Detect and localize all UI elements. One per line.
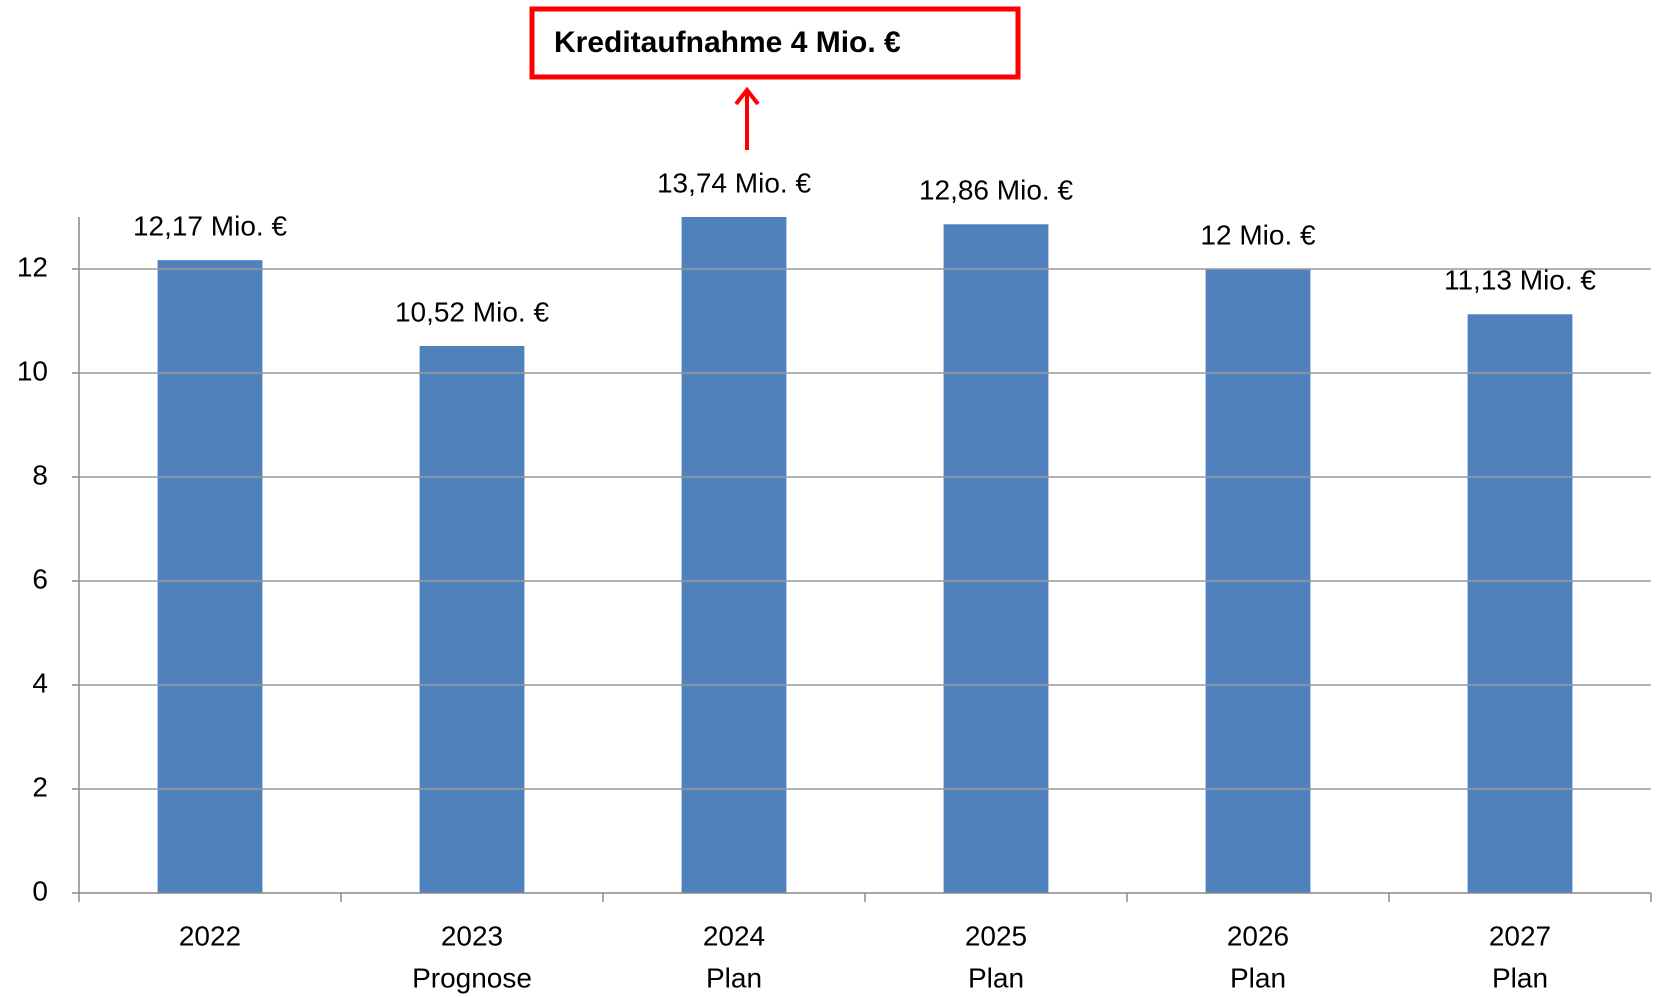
bar	[943, 224, 1049, 893]
x-tick-label: Plan	[1492, 962, 1548, 993]
x-tick-label: 2025	[965, 920, 1027, 951]
data-label: 11,13 Mio. €	[1444, 265, 1596, 296]
y-tick-label: 0	[32, 875, 48, 906]
data-label: 12,86 Mio. €	[919, 175, 1074, 206]
data-label: 13,74 Mio. €	[657, 167, 812, 198]
x-tick-label: 2022	[179, 920, 241, 951]
y-tick-label: 8	[32, 459, 48, 490]
plot-area	[157, 217, 1573, 893]
x-tick-label: Plan	[1230, 962, 1286, 993]
x-tick-label: Plan	[968, 962, 1024, 993]
bar	[157, 260, 263, 893]
bar	[681, 217, 787, 893]
data-label: 12 Mio. €	[1200, 219, 1316, 250]
x-tick-label: 2023	[441, 920, 503, 951]
y-tick-label: 2	[32, 771, 48, 802]
annotation-box	[529, 6, 1021, 80]
bar	[1467, 314, 1573, 893]
annotation-arrowhead	[734, 86, 760, 106]
x-tick-label: 2026	[1227, 920, 1289, 951]
x-tick-label: 2027	[1489, 920, 1551, 951]
annotation: Kreditaufnahme 4 Mio. €	[554, 26, 901, 59]
data-label: 12,17 Mio. €	[133, 211, 288, 242]
y-tick-label: 10	[17, 355, 48, 386]
data-label: 10,52 Mio. €	[395, 296, 550, 327]
x-tick-label: Plan	[706, 962, 762, 993]
y-tick-label: 6	[32, 563, 48, 594]
y-tick-label: 4	[32, 667, 48, 698]
x-tick-label: Prognose	[412, 962, 532, 993]
x-tick-label: 2024	[703, 920, 765, 951]
y-tick-label: 12	[17, 251, 48, 282]
bar	[419, 345, 525, 893]
